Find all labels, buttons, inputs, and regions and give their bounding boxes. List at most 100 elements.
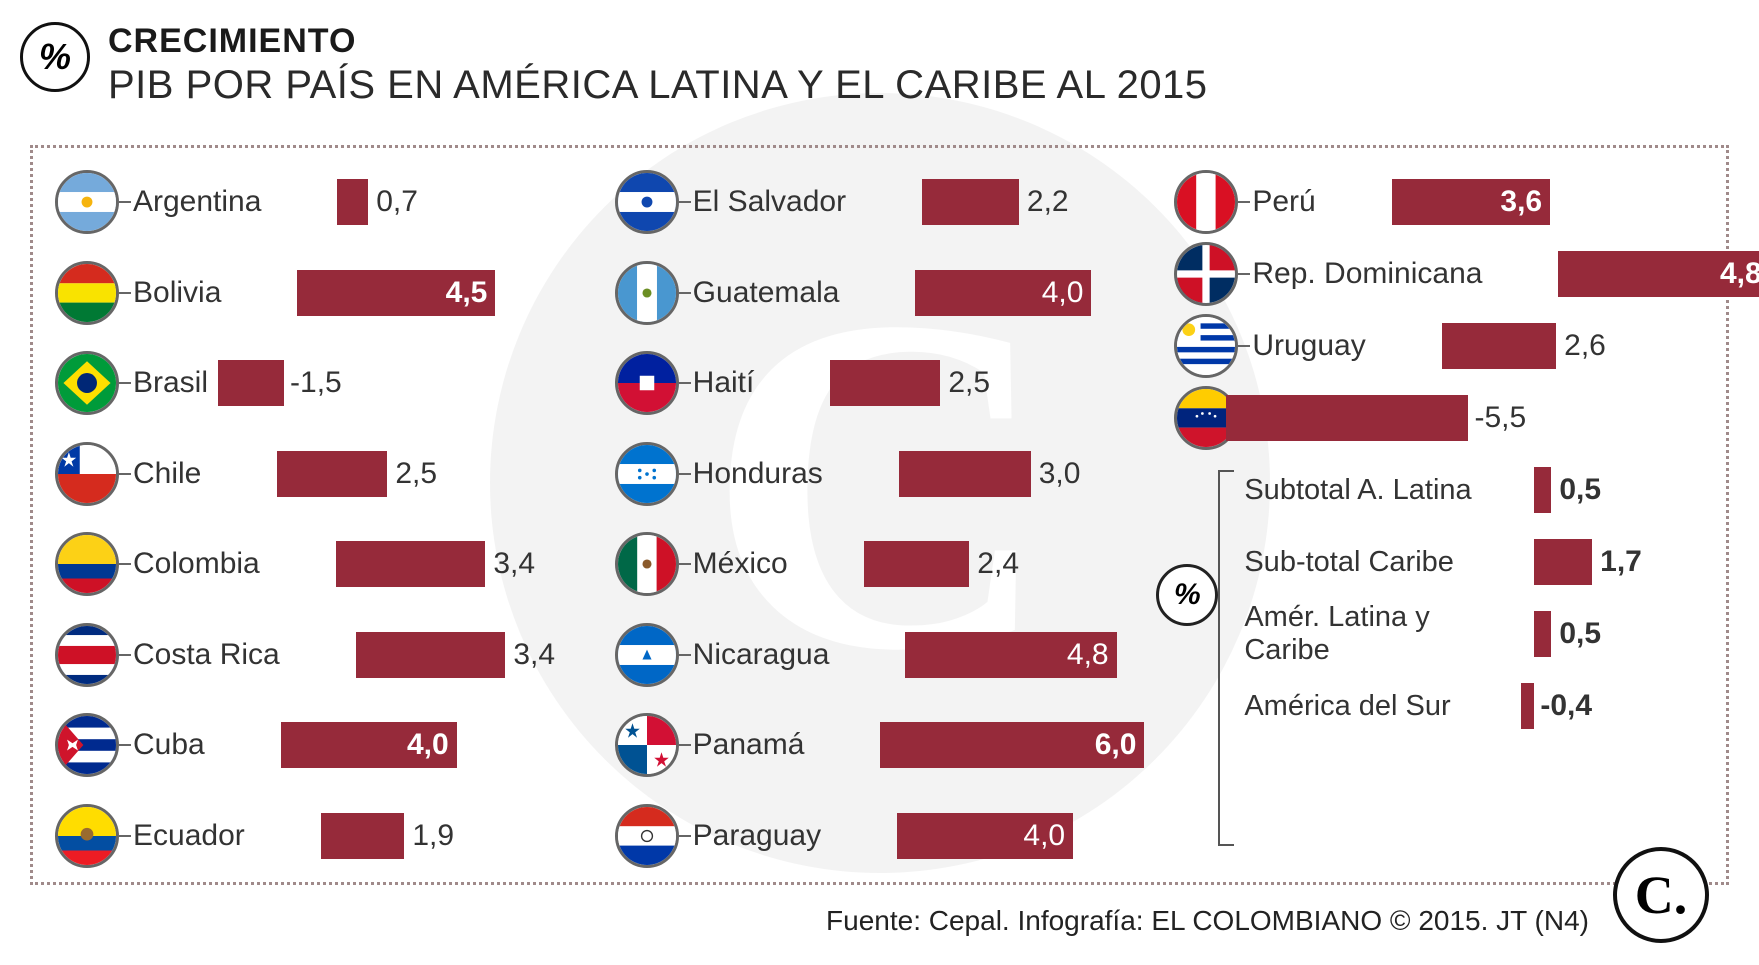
connector-line (119, 473, 131, 475)
bar-value: 2,4 (977, 541, 1019, 587)
connector-line (119, 835, 131, 837)
connector-line (119, 654, 131, 656)
bar-area: 2,5 (207, 451, 584, 497)
bar-area: 2,5 (760, 360, 1144, 406)
bar-area: 3,6 (1322, 179, 1704, 225)
bar-area: 2,2 (852, 179, 1144, 225)
bar (1226, 395, 1468, 441)
bar-value: 2,2 (1027, 179, 1069, 225)
bar-value: 3,0 (1039, 451, 1081, 497)
colombia-flag-icon (55, 532, 119, 596)
bar-value: -1,5 (290, 360, 342, 406)
bar-area: 1,7 (1514, 539, 1704, 585)
country-label: Panamá (693, 728, 805, 762)
bar-area: 3,4 (266, 541, 585, 587)
bar-area: 2,4 (794, 541, 1145, 587)
logo-icon: C. (1613, 847, 1709, 943)
bar-value: 4,0 (1042, 270, 1084, 316)
bar-area: -1,5 (214, 360, 585, 406)
bar-value: 2,6 (1564, 323, 1606, 369)
connector-line (679, 201, 691, 203)
bar (1521, 683, 1535, 729)
nicaragua-flag-icon (615, 623, 679, 687)
bar-area: 4,0 (211, 722, 585, 768)
bar-area: -0,4 (1514, 683, 1704, 729)
brasil-flag-icon (55, 351, 119, 415)
bar-area: -5,5 (1398, 395, 1704, 441)
country-label: Haití (693, 366, 755, 400)
cuba-flag-icon (55, 713, 119, 777)
bar (356, 632, 506, 678)
country-label: Paraguay (693, 819, 821, 853)
bar-value: 1,7 (1600, 539, 1642, 585)
ecuador-flag-icon (55, 804, 119, 868)
bar (1534, 539, 1592, 585)
bar-value: 1,9 (412, 813, 454, 859)
bar-value: 4,8 (1067, 632, 1109, 678)
country-row: El Salvador 2,2 (615, 166, 1145, 238)
country-row: Argentina0,7 (55, 166, 585, 238)
header: % CRECIMIENTO PIB POR PAÍS EN AMÉRICA LA… (20, 22, 1739, 108)
bar-value: 0,5 (1559, 611, 1601, 657)
column-1: Argentina0,7Bolivia4,5Brasil-1,5Chile2,5… (55, 166, 585, 872)
country-label: Nicaragua (693, 638, 830, 672)
subtotal-row: Subtotal A. Latina0,5 (1244, 454, 1704, 526)
kicker: CRECIMIENTO (108, 22, 1208, 61)
bar (922, 179, 1019, 225)
bar-value: 3,4 (493, 541, 535, 587)
country-label: Uruguay (1252, 329, 1365, 363)
percent-icon: % (1156, 564, 1218, 626)
connector-line (1238, 273, 1250, 275)
peru-flag-icon (1174, 170, 1238, 234)
country-label: Costa Rica (133, 638, 280, 672)
elsalvador-flag-icon (615, 170, 679, 234)
country-row: Rep. Dominicana4,8 (1174, 238, 1704, 310)
country-row: Chile2,5 (55, 438, 585, 510)
bar (1534, 611, 1551, 657)
subtotal-row: Amér. Latina y Caribe0,5 (1244, 598, 1704, 670)
country-row: Panamá 6,0 (615, 709, 1145, 781)
bar (337, 179, 368, 225)
country-label: Rep. Dominicana (1252, 257, 1482, 291)
subtotal-row: América del Sur-0,4 (1244, 670, 1704, 742)
connector-line (679, 654, 691, 656)
panama-flag-icon (615, 713, 679, 777)
country-row: Honduras3,0 (615, 438, 1145, 510)
bar (1442, 323, 1556, 369)
argentina-flag-icon (55, 170, 119, 234)
country-label: México (693, 547, 788, 581)
bar (336, 541, 486, 587)
costarica-flag-icon (55, 623, 119, 687)
bar-value: 3,4 (513, 632, 555, 678)
bar-area: 4,0 (845, 270, 1144, 316)
country-row: Ecuador1,9 (55, 800, 585, 872)
bar-area: 1,9 (251, 813, 585, 859)
paraguay-flag-icon (615, 804, 679, 868)
connector-line (119, 201, 131, 203)
country-label: Guatemala (693, 276, 840, 310)
connector-line (679, 835, 691, 837)
bar-area: 3,0 (829, 451, 1145, 497)
footer-credit: Fuente: Cepal. Infografía: EL COLOMBIANO… (826, 905, 1589, 937)
subtotals-block: %Subtotal A. Latina0,5Sub-total Caribe1,… (1174, 454, 1704, 872)
bar-area: 0,5 (1514, 611, 1704, 657)
bar-value: 6,0 (1095, 722, 1137, 768)
connector-line (119, 382, 131, 384)
uruguay-flag-icon (1174, 314, 1238, 378)
country-row: Brasil-1,5 (55, 347, 585, 419)
bar-value: 4,8 (1720, 251, 1759, 297)
bar-value: 4,0 (1023, 813, 1065, 859)
bar (277, 451, 387, 497)
bar-value: -0,4 (1540, 683, 1592, 729)
subtotal-label: Subtotal A. Latina (1244, 474, 1514, 507)
country-row: Perú3,6 (1174, 166, 1704, 238)
subtotal-label: Sub-total Caribe (1244, 546, 1514, 579)
guatemala-flag-icon (615, 261, 679, 325)
haiti-flag-icon (615, 351, 679, 415)
country-label: El Salvador (693, 185, 846, 219)
subtotal-row: Sub-total Caribe 1,7 (1244, 526, 1704, 598)
connector-line (679, 473, 691, 475)
bar-value: 0,7 (376, 179, 418, 225)
connector-line (679, 744, 691, 746)
honduras-flag-icon (615, 442, 679, 506)
